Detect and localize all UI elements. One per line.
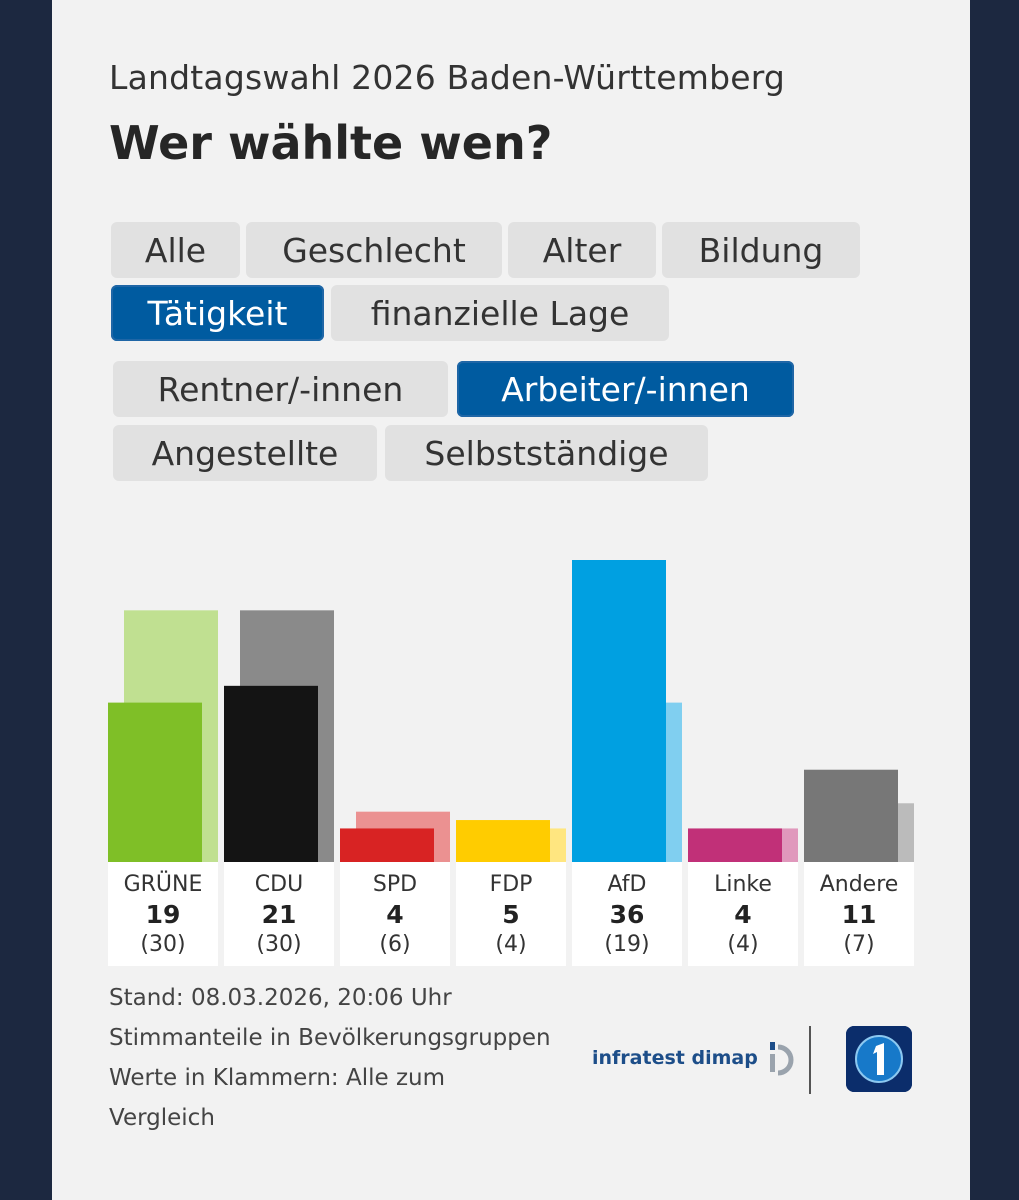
bar-afd — [572, 560, 666, 862]
party-value: 4 — [734, 900, 752, 929]
party-comparison-value: (4) — [495, 932, 527, 957]
tab-bildung[interactable]: Bildung — [662, 222, 860, 278]
logo-divider — [809, 1026, 811, 1094]
party-label-spd: SPD 4 (6) — [340, 862, 450, 966]
bar-spd — [340, 828, 434, 862]
group-rentner[interactable]: Rentner/-innen — [113, 361, 448, 417]
party-label-linke: Linke 4 (4) — [688, 862, 798, 966]
tab-alter[interactable]: Alter — [508, 222, 656, 278]
party-name: SPD — [372, 872, 418, 897]
party-value: 36 — [609, 900, 645, 929]
chart-card: Landtagswahl 2026 Baden-Württemberg Wer … — [52, 0, 970, 1200]
party-labels: GRÜNE 19 (30) CDU 21 (30) SPD 4 (6) FDP 5 (4) AfD 36 (… — [52, 862, 970, 966]
group-arbeiter[interactable]: Arbeiter/-innen — [457, 361, 794, 417]
tab-taetigkeit[interactable]: Tätigkeit — [111, 285, 324, 341]
party-name: AfD — [607, 872, 647, 897]
bar-grne — [108, 702, 202, 862]
party-value: 19 — [145, 900, 181, 929]
bar-fdp — [456, 820, 550, 862]
party-comparison-value: (4) — [727, 932, 759, 957]
footer-stand: Stand: 08.03.2026, 20:06 Uhr — [109, 985, 452, 1011]
party-name: GRÜNE — [123, 872, 203, 897]
party-name: CDU — [254, 872, 304, 897]
party-value: 4 — [386, 900, 404, 929]
party-name: Andere — [819, 872, 899, 897]
party-name: FDP — [489, 872, 533, 897]
party-comparison-value: (7) — [843, 932, 875, 957]
bar-cdu — [224, 685, 318, 862]
party-label-fdp: FDP 5 (4) — [456, 862, 566, 966]
group-selbststaendige[interactable]: Selbstständige — [385, 425, 708, 481]
infratest-wordmark: infratest dimap — [592, 1047, 758, 1069]
party-comparison-value: (6) — [379, 932, 411, 957]
party-label-andere: Andere 11 (7) — [804, 862, 914, 966]
party-label-grne: GRÜNE 19 (30) — [108, 862, 218, 966]
party-value: 21 — [261, 900, 297, 929]
party-comparison-value: (19) — [604, 932, 650, 957]
chart-title: Wer wählte wen? — [109, 116, 553, 170]
party-value: 11 — [841, 900, 877, 929]
tab-finanzielle-lage[interactable]: finanzielle Lage — [331, 285, 669, 341]
chart-supertitle: Landtagswahl 2026 Baden-Württemberg — [109, 58, 786, 97]
footer-note: Werte in Klammern: Alle zum — [109, 1065, 446, 1091]
party-label-afd: AfD 36 (19) — [572, 862, 682, 966]
footer-description: Stimmanteile in Bevölkerungsgruppen — [109, 1025, 551, 1051]
infratest-icon — [769, 1042, 794, 1076]
bar-linke — [688, 828, 782, 862]
bar-andere — [804, 769, 898, 862]
party-comparison-value: (30) — [256, 932, 302, 957]
infratest-logo: infratest dimap — [592, 1040, 804, 1076]
party-comparison-value: (30) — [140, 932, 186, 957]
bar-chart — [108, 560, 914, 862]
party-value: 5 — [502, 900, 520, 929]
group-angestellte[interactable]: Angestellte — [113, 425, 377, 481]
party-name: Linke — [714, 872, 772, 897]
tab-alle[interactable]: Alle — [111, 222, 240, 278]
footer-note-cont: Vergleich — [109, 1105, 215, 1131]
party-label-cdu: CDU 21 (30) — [224, 862, 334, 966]
tab-geschlecht[interactable]: Geschlecht — [246, 222, 502, 278]
ard-logo — [846, 1026, 912, 1092]
